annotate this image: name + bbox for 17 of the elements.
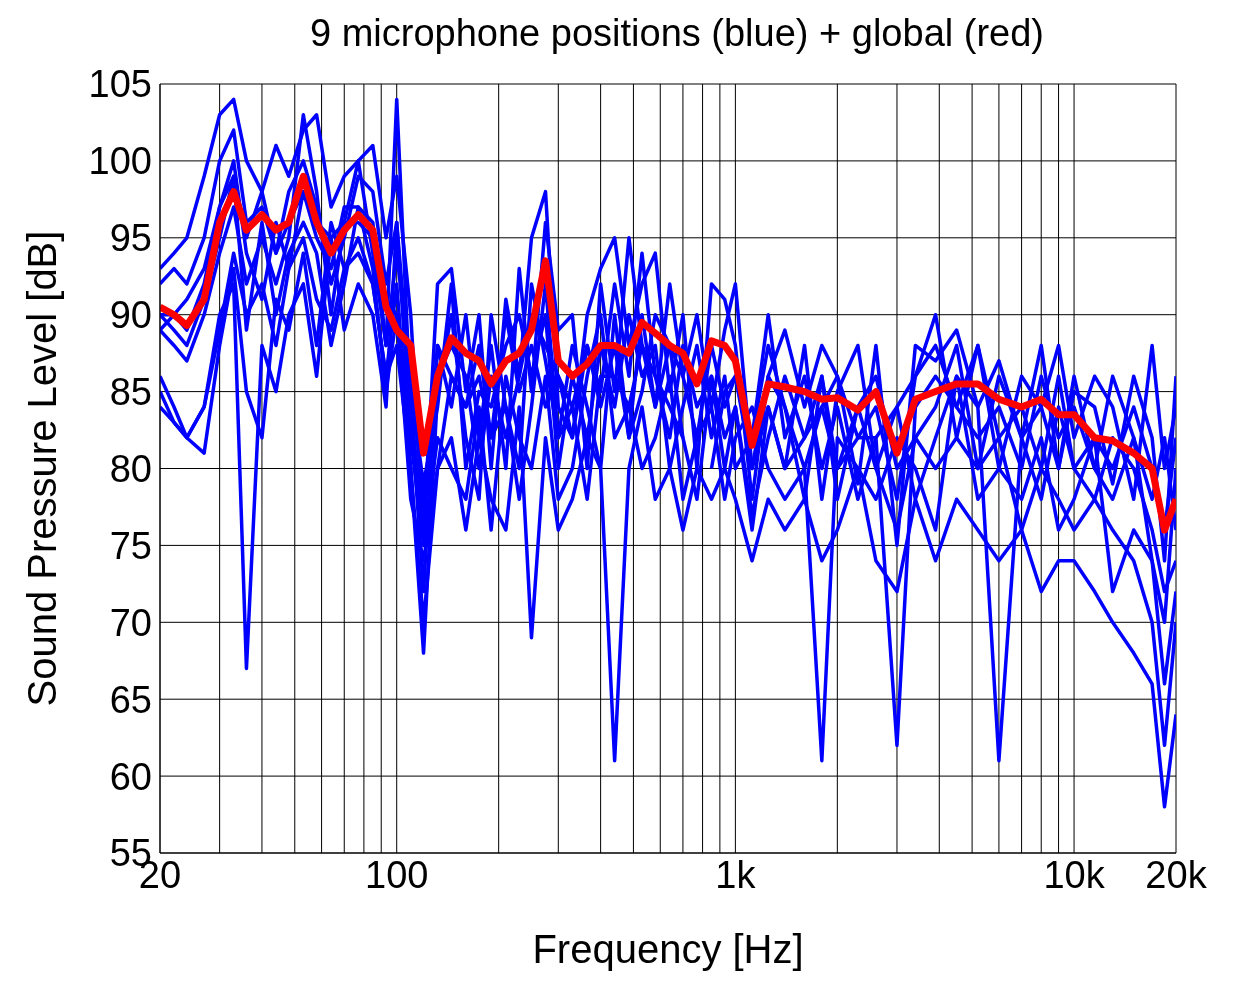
y-tick-label: 90 xyxy=(109,294,152,337)
y-tick-label: 80 xyxy=(109,447,152,490)
y-tick-label: 95 xyxy=(109,217,152,260)
y-tick-label: 100 xyxy=(88,140,152,183)
x-tick-label: 100 xyxy=(365,853,429,896)
y-tick-label: 70 xyxy=(109,601,152,644)
y-axis-title: Sound Pressure Level [dB] xyxy=(20,230,65,707)
x-tick-label: 1k xyxy=(715,853,757,896)
y-tick-label: 60 xyxy=(109,755,152,798)
y-tick-label: 65 xyxy=(109,678,152,721)
y-tick-label: 105 xyxy=(88,63,152,106)
x-axis-title: Frequency [Hz] xyxy=(532,927,804,971)
x-tick-label: 10k xyxy=(1043,853,1106,896)
y-tick-label: 75 xyxy=(109,524,152,567)
chart-title: 9 microphone positions (blue) + global (red) xyxy=(309,11,1045,56)
x-tick-label: 20k xyxy=(1145,853,1208,896)
y-tick-label: 85 xyxy=(109,371,152,414)
